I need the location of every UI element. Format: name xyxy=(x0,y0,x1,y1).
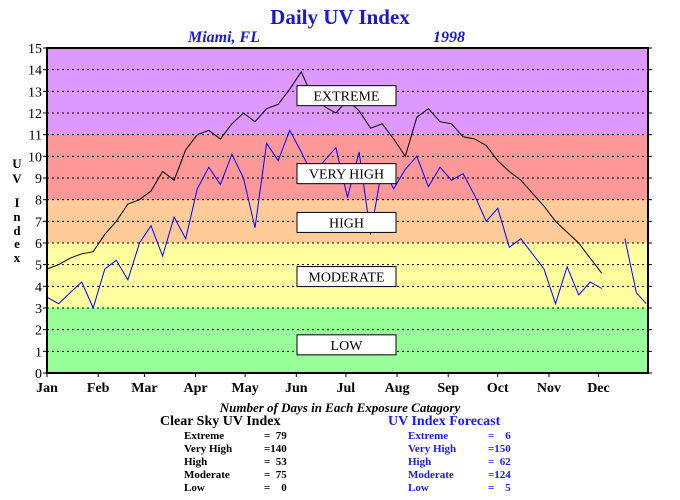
x-tick-label: Jul xyxy=(337,381,356,396)
stat-row: High = 53 xyxy=(184,456,287,469)
band-label-box xyxy=(296,163,397,185)
stat-value: = 6 xyxy=(488,430,511,442)
x-tick-label: Apr xyxy=(184,381,208,396)
y-axis-label-char: e xyxy=(14,236,20,251)
x-tick-label: Nov xyxy=(537,381,561,396)
y-axis-label-char: U xyxy=(12,156,22,171)
forecast-stats: UV Index Forecast Extreme = 6 Very High =15… xyxy=(388,414,511,495)
y-axis-label-char: I xyxy=(14,195,19,210)
stat-category: Moderate xyxy=(184,469,230,481)
band-labels: LOW MODERATE HIGH VERY HIGH EXTREME xyxy=(296,85,397,356)
y-tick-label: 15 xyxy=(28,42,42,57)
series-uv-index-forecast xyxy=(624,238,647,305)
band-label-box xyxy=(296,85,397,107)
stat-value: =124 xyxy=(488,469,511,481)
band-label-box xyxy=(296,211,397,233)
stat-value: = 53 xyxy=(264,456,287,468)
stat-category: Moderate xyxy=(408,469,454,481)
plot-frame xyxy=(46,47,649,374)
x-tick-label: Jan xyxy=(36,381,58,396)
band-label: EXTREME xyxy=(313,90,379,105)
forecast-title: UV Index Forecast xyxy=(388,414,501,429)
gridlines xyxy=(47,69,648,352)
y-tick-label: 4 xyxy=(35,280,42,295)
stat-row: Low = 0 xyxy=(184,482,287,495)
x-axis-month-labels: Jan Feb Mar Apr May Jun Jul Aug Sep Oct Nov Dec xyxy=(36,373,610,396)
y-tick-label: 13 xyxy=(28,85,42,100)
stat-row: Very High =150 xyxy=(408,443,511,456)
chart-title: Daily UV Index xyxy=(270,5,410,29)
band-label-box xyxy=(296,266,397,288)
stat-category: Extreme xyxy=(408,430,449,442)
stat-value: = 62 xyxy=(488,456,511,468)
y-axis-label-char: n xyxy=(13,209,21,224)
x-tick-label: Aug xyxy=(385,381,410,396)
y-tick-label: 7 xyxy=(35,215,42,230)
stat-row: Moderate =124 xyxy=(408,469,511,482)
y-tick-label: 5 xyxy=(35,259,42,274)
y-tick-label: 11 xyxy=(29,129,42,144)
x-tick-label: Sep xyxy=(437,381,459,396)
stat-value: =150 xyxy=(488,443,511,455)
x-tick-label: May xyxy=(232,381,259,396)
y-tick-label: 14 xyxy=(28,64,42,79)
stat-row: Low = 5 xyxy=(408,482,511,495)
x-tick-label: Mar xyxy=(131,381,157,396)
y-tick-label: 3 xyxy=(35,302,42,317)
y-tick-label: 8 xyxy=(35,194,42,209)
chart-subtitle-year: 1998 xyxy=(433,29,465,46)
stat-category: Low xyxy=(184,482,205,494)
stat-value: = 0 xyxy=(264,482,287,494)
series-uv-index-forecast xyxy=(46,129,603,310)
band-label: HIGH xyxy=(329,216,364,231)
series-clear-sky-uv-index xyxy=(46,70,603,274)
y-axis-label-char: x xyxy=(14,250,21,265)
y-axis-label-char: d xyxy=(13,223,21,238)
stats-caption: Number of Days in Each Exposure Catagory xyxy=(219,400,461,415)
stat-value: = 75 xyxy=(264,469,287,481)
stat-value: = 5 xyxy=(488,482,511,494)
clear-sky-rows: Extreme = 79 Very High =140 High = 53 Moderate… xyxy=(184,430,287,495)
clear-sky-title: Clear Sky UV Index xyxy=(160,414,281,429)
band-label: VERY HIGH xyxy=(309,168,384,183)
stat-value: =140 xyxy=(264,443,287,455)
clear-sky-stats: Clear Sky UV Index Extreme = 79 Very High =… xyxy=(160,414,287,495)
y-tick-label: 6 xyxy=(35,237,42,252)
stat-row: Moderate = 75 xyxy=(184,469,287,482)
stat-value: = 79 xyxy=(264,430,287,442)
y-tick-label: 2 xyxy=(35,324,42,339)
y-tick-label: 12 xyxy=(28,107,42,122)
stat-row: Very High =140 xyxy=(184,443,287,456)
forecast-rows: Extreme = 6 Very High =150 High = 62 Moderate =… xyxy=(408,430,511,495)
x-tick-label: Oct xyxy=(487,381,509,396)
x-tick-label: Feb xyxy=(87,381,110,396)
y-tick-label: 9 xyxy=(35,172,42,187)
stat-category: Very High xyxy=(184,443,233,455)
y-tick-label: 0 xyxy=(35,367,42,382)
band-label: MODERATE xyxy=(308,271,384,286)
stat-category: Extreme xyxy=(184,430,225,442)
band-label-box xyxy=(296,334,397,356)
chart-subtitle-location: Miami, FL xyxy=(187,29,260,46)
stat-category: High xyxy=(408,456,432,468)
x-tick-label: Dec xyxy=(587,381,610,396)
stat-row: Extreme = 6 xyxy=(408,430,511,443)
stat-category: Low xyxy=(408,482,429,494)
band-label: LOW xyxy=(331,339,364,354)
stat-row: Extreme = 79 xyxy=(184,430,287,443)
stat-row: High = 62 xyxy=(408,456,511,469)
data-series xyxy=(46,70,647,310)
y-tick-label: 10 xyxy=(28,150,42,165)
stat-category: Very High xyxy=(408,443,457,455)
y-axis-label-char: V xyxy=(12,171,22,186)
x-tick-label: Jun xyxy=(285,381,308,396)
y-tick-label: 1 xyxy=(35,345,42,360)
stat-category: High xyxy=(184,456,208,468)
